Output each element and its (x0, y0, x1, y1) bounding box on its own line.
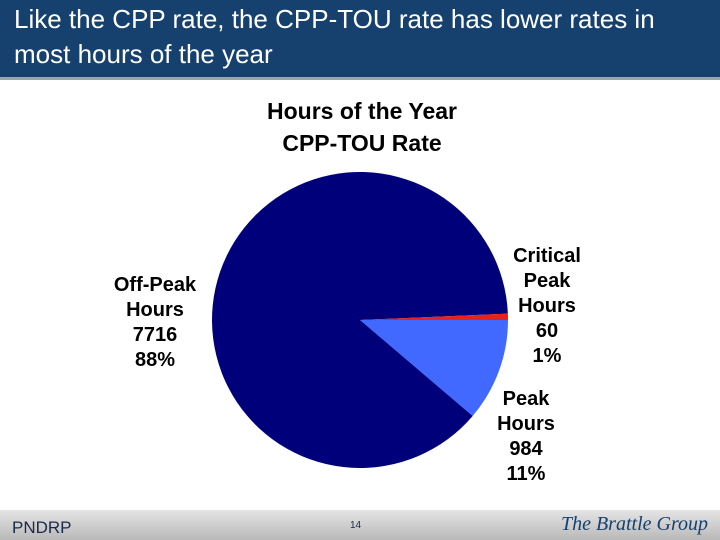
chart: Hours of the Year CPP-TOU Rate (212, 98, 508, 468)
slice-percent: 88% (134, 349, 176, 371)
slice-label: Off-Peak Hours (113, 274, 197, 321)
footer: PNDRP 14 The Brattle Group (0, 510, 720, 540)
slice-value: 984 (509, 438, 543, 460)
pie-slice (360, 320, 508, 416)
slice-label: Critical Peak Hours (513, 245, 581, 317)
brand: The Brattle Group (560, 513, 708, 535)
header: Like the CPP rate, the CPP-TOU rate has … (0, 0, 720, 80)
pie-slice (360, 313, 508, 320)
pie-slice (212, 171, 508, 468)
slice-value: 7716 (132, 324, 178, 346)
slice-value: 60 (535, 320, 559, 342)
chart-title: Hours of the Year (267, 98, 457, 124)
slice-percent: 1% (532, 345, 562, 367)
chart-subtitle: CPP-TOU Rate (282, 130, 441, 156)
slice-label: Peak Hours (497, 388, 555, 435)
footer-left: PNDRP (12, 518, 72, 537)
slide-title: Like the CPP rate, the CPP-TOU rate has … (14, 4, 655, 69)
page-number: 14 (350, 520, 362, 531)
slice-percent: 11% (506, 463, 546, 485)
